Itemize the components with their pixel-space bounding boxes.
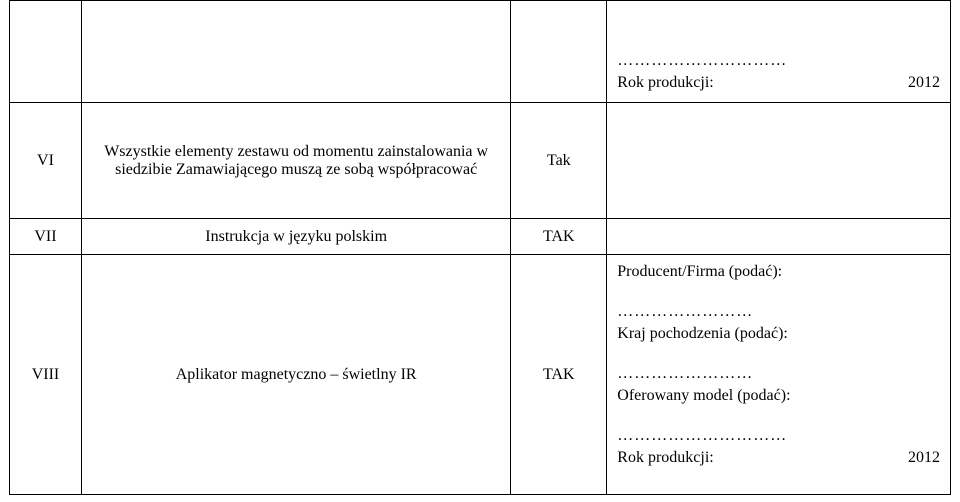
text: VI [37,152,54,169]
table-row: ………………………… Rok produkcji: 2012 [10,1,951,103]
cell-numeral: VII [10,219,82,255]
dots-line: ………………………… [617,427,940,445]
cell-description: Wszystkie elementy zestawu od momentu za… [81,103,510,219]
cell-required: TAK [511,219,607,255]
cell-offered: ………………………… Rok produkcji: 2012 [607,1,951,103]
cell-required: Tak [511,103,607,219]
cell-offered: Producent/Firma (podać): …………………… Kraj p… [607,255,951,495]
cell-numeral [10,1,82,103]
text: VIII [32,366,60,383]
year-value: 2012 [880,449,940,467]
cell-numeral: VIII [10,255,82,495]
dots-line: …………………… [617,303,940,321]
offered-block: Producent/Firma (podać): …………………… Kraj p… [617,263,940,467]
table-row: VII Instrukcja w języku polskim TAK [10,219,951,255]
table-row: VIII Aplikator magnetyczno – świetlny IR… [10,255,951,495]
year-label: Rok produkcji: [617,74,713,92]
offered-block: ………………………… Rok produkcji: 2012 [617,52,940,92]
year-value: 2012 [880,74,940,92]
cell-required: TAK [511,255,607,495]
producer-label: Producent/Firma (podać): [617,263,940,281]
text: Wszystkie elementy zestawu od momentu za… [104,143,488,178]
cell-offered [607,103,951,219]
spec-table: ………………………… Rok produkcji: 2012 VI Wszyst… [9,0,951,495]
country-label: Kraj pochodzenia (podać): [617,325,940,343]
text: TAK [543,228,575,245]
dots-line: …………………… [617,365,940,383]
cell-description [81,1,510,103]
cell-numeral: VI [10,103,82,219]
cell-required [511,1,607,103]
year-line: Rok produkcji: 2012 [617,74,940,92]
text: Tak [547,152,571,169]
year-label: Rok produkcji: [617,449,713,467]
text: Instrukcja w języku polskim [205,228,387,245]
table-row: VI Wszystkie elementy zestawu od momentu… [10,103,951,219]
text: TAK [543,366,575,383]
dots-line: ………………………… [617,52,940,70]
text: VII [34,228,56,245]
model-label: Oferowany model (podać): [617,387,940,405]
cell-description: Aplikator magnetyczno – świetlny IR [81,255,510,495]
text: Aplikator magnetyczno – świetlny IR [176,366,417,383]
cell-description: Instrukcja w języku polskim [81,219,510,255]
year-line: Rok produkcji: 2012 [617,449,940,467]
cell-offered [607,219,951,255]
